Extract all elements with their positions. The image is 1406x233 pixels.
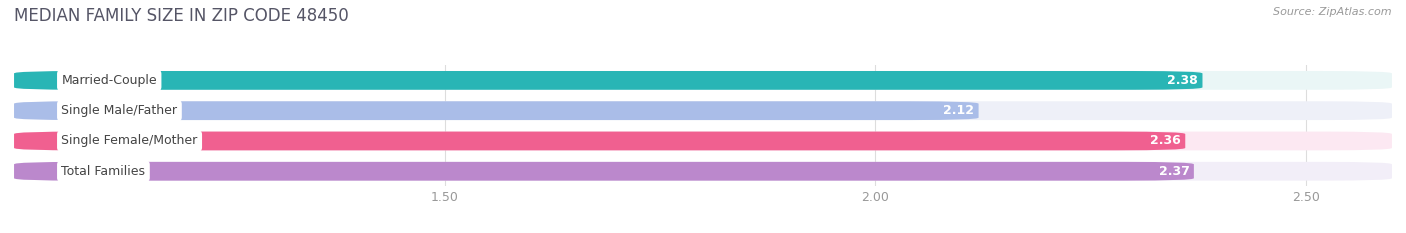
- FancyBboxPatch shape: [14, 71, 1202, 90]
- Text: Source: ZipAtlas.com: Source: ZipAtlas.com: [1274, 7, 1392, 17]
- FancyBboxPatch shape: [14, 101, 1392, 120]
- FancyBboxPatch shape: [14, 71, 1392, 90]
- FancyBboxPatch shape: [14, 162, 1194, 181]
- Text: Single Male/Father: Single Male/Father: [62, 104, 177, 117]
- Text: MEDIAN FAMILY SIZE IN ZIP CODE 48450: MEDIAN FAMILY SIZE IN ZIP CODE 48450: [14, 7, 349, 25]
- Text: Single Female/Mother: Single Female/Mother: [62, 134, 198, 147]
- Text: 2.37: 2.37: [1159, 165, 1189, 178]
- Text: 2.38: 2.38: [1167, 74, 1198, 87]
- FancyBboxPatch shape: [14, 162, 1392, 181]
- Text: Married-Couple: Married-Couple: [62, 74, 157, 87]
- Text: Total Families: Total Families: [62, 165, 145, 178]
- FancyBboxPatch shape: [14, 132, 1185, 150]
- Text: 2.12: 2.12: [943, 104, 974, 117]
- Text: 2.36: 2.36: [1150, 134, 1181, 147]
- FancyBboxPatch shape: [14, 132, 1392, 150]
- FancyBboxPatch shape: [14, 101, 979, 120]
